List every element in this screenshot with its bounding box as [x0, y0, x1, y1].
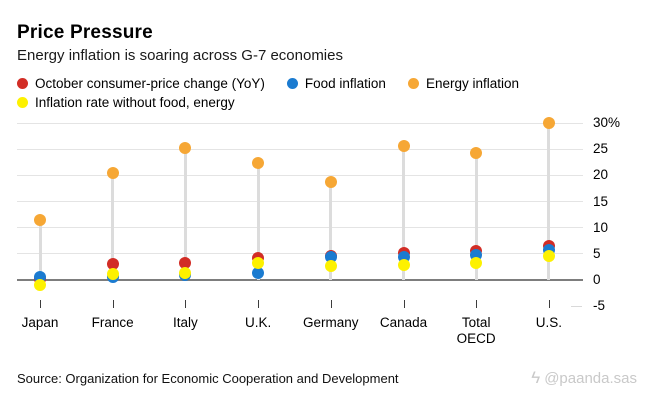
data-point-inflation-rate-without-food-energy-italy	[179, 267, 192, 280]
x-axis-label-canada: Canada	[379, 315, 428, 330]
stem-canada	[402, 146, 405, 280]
data-point-inflation-rate-without-food-energy-u-k	[252, 256, 265, 269]
x-axis-tick	[548, 300, 550, 308]
food-inflation-dot-icon	[286, 78, 298, 89]
x-axis-tick	[403, 300, 405, 308]
data-point-october-consumer-price-change-yoy-italy	[179, 256, 192, 269]
x-axis-label-u-k: U.K.	[244, 315, 272, 330]
data-point-inflation-rate-without-food-energy-u-s	[542, 249, 555, 262]
y-axis-label: -5	[593, 298, 606, 314]
source-note: Source: Organization for Economic Cooper…	[17, 371, 399, 386]
x-axis-tick	[40, 300, 41, 308]
gridline	[17, 201, 583, 203]
october-consumer-price-change-yoy-dot-icon	[17, 78, 28, 89]
chart-legend: October consumer-price change (YoY) Food …	[17, 76, 519, 110]
legend-label: Food inflation	[304, 76, 386, 91]
x-axis-tick	[112, 300, 114, 308]
watermark: ϟ @paanda.sas	[531, 368, 637, 388]
x-axis-tick	[330, 300, 332, 308]
y-axis-label: 25	[593, 141, 609, 157]
y-axis-label: 10	[593, 219, 609, 235]
chart-subtitle: Energy inflation is soaring across G-7 e…	[17, 47, 343, 64]
stem-total-oecd	[474, 152, 478, 280]
x-axis-tick	[258, 300, 260, 308]
watermark-logo-icon: ϟ	[531, 368, 541, 387]
data-point-energy-inflation-u-k	[252, 156, 265, 169]
legend-item-inflation-rate-without-food-energy: Inflation rate without food, energy	[17, 95, 235, 110]
data-point-inflation-rate-without-food-energy-germany	[324, 259, 337, 272]
x-axis-label-italy: Italy	[173, 315, 198, 330]
data-point-energy-inflation-canada	[397, 140, 410, 153]
x-axis-label-france: France	[91, 315, 134, 330]
x-axis-tick	[476, 300, 478, 308]
energy-inflation-dot-icon	[407, 78, 419, 89]
x-axis-label-japan: Japan	[21, 315, 59, 330]
legend-label: Energy inflation	[425, 76, 519, 91]
data-point-food-inflation-u-k	[252, 267, 265, 280]
stem-germany	[329, 181, 333, 280]
gridline	[17, 174, 583, 176]
y-axis-tick	[571, 306, 582, 308]
y-axis-label: 0	[593, 272, 601, 287]
zero-line	[17, 279, 583, 281]
legend-item-october-consumer-price-change-yoy: October consumer-price change (YoY)	[17, 76, 265, 91]
legend-item-energy-inflation: Energy inflation	[407, 76, 519, 91]
data-point-energy-inflation-germany	[324, 175, 337, 188]
x-axis-label-total-oecd: Total OECD	[456, 315, 496, 346]
data-point-energy-inflation-u-s	[542, 117, 555, 130]
x-axis-tick	[185, 300, 187, 308]
legend-label: Inflation rate without food, energy	[35, 95, 235, 110]
legend-item-food-inflation: Food inflation	[286, 76, 386, 91]
legend-row: Inflation rate without food, energy	[17, 95, 519, 110]
x-axis-label-germany: Germany	[303, 315, 359, 330]
data-point-inflation-rate-without-food-energy-france	[106, 267, 119, 280]
gridline	[17, 148, 583, 150]
y-axis-label: 5	[593, 245, 601, 261]
stem-u-s	[547, 123, 551, 280]
y-axis-label: 30%	[593, 115, 621, 131]
data-point-energy-inflation-france	[106, 166, 119, 179]
stem-u-k	[256, 162, 260, 280]
stem-italy	[183, 148, 187, 280]
y-axis-label: 20	[593, 167, 609, 183]
legend-label: October consumer-price change (YoY)	[35, 76, 265, 91]
y-axis-label: 15	[593, 193, 609, 209]
x-axis-label-u-s: U.S.	[535, 315, 563, 330]
stem-france	[111, 172, 115, 280]
data-point-energy-inflation-japan	[34, 214, 46, 227]
gridline	[17, 253, 583, 255]
data-point-october-consumer-price-change-yoy-france	[106, 258, 119, 271]
watermark-handle: @paanda.sas	[544, 369, 637, 387]
inflation-rate-without-food-energy-dot-icon	[17, 97, 28, 108]
data-point-inflation-rate-without-food-energy-japan	[34, 279, 46, 292]
legend-row: October consumer-price change (YoY) Food …	[17, 76, 519, 91]
data-point-energy-inflation-total-oecd	[470, 146, 483, 159]
stem-japan	[38, 220, 42, 280]
gridline	[17, 122, 583, 124]
data-point-energy-inflation-italy	[179, 142, 192, 155]
data-point-inflation-rate-without-food-energy-total-oecd	[470, 257, 483, 270]
data-point-inflation-rate-without-food-energy-canada	[397, 258, 410, 271]
page-title: Price Pressure	[17, 22, 153, 43]
gridline	[17, 227, 583, 229]
